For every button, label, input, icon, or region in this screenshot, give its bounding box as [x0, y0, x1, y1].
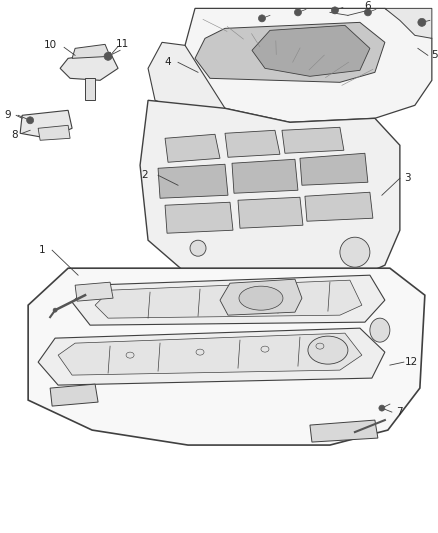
Polygon shape — [60, 52, 118, 80]
Ellipse shape — [364, 9, 371, 16]
Polygon shape — [272, 275, 408, 378]
Polygon shape — [28, 268, 425, 445]
Polygon shape — [225, 130, 280, 157]
Polygon shape — [72, 275, 385, 325]
Ellipse shape — [53, 308, 57, 312]
Ellipse shape — [294, 9, 301, 16]
Text: 11: 11 — [116, 39, 129, 50]
Polygon shape — [38, 125, 70, 140]
Ellipse shape — [308, 336, 348, 364]
Polygon shape — [300, 154, 368, 185]
Polygon shape — [140, 100, 400, 288]
Ellipse shape — [190, 240, 206, 256]
Polygon shape — [220, 279, 302, 315]
Polygon shape — [148, 42, 225, 115]
Polygon shape — [185, 9, 432, 122]
Polygon shape — [20, 110, 72, 138]
Polygon shape — [50, 384, 98, 406]
Ellipse shape — [332, 7, 339, 14]
Text: 3: 3 — [405, 173, 411, 183]
Ellipse shape — [379, 405, 385, 411]
Polygon shape — [75, 282, 113, 301]
Polygon shape — [165, 134, 220, 162]
Polygon shape — [195, 22, 385, 82]
Ellipse shape — [258, 15, 265, 22]
Text: 2: 2 — [142, 170, 148, 180]
Text: 10: 10 — [43, 41, 57, 50]
Polygon shape — [232, 159, 298, 193]
Text: 8: 8 — [11, 130, 18, 140]
Text: 9: 9 — [5, 110, 11, 120]
Polygon shape — [95, 280, 362, 318]
Polygon shape — [58, 333, 362, 375]
Text: 12: 12 — [405, 357, 418, 367]
Text: 6: 6 — [364, 2, 371, 11]
Ellipse shape — [239, 286, 283, 310]
Polygon shape — [282, 127, 344, 154]
Ellipse shape — [27, 117, 34, 124]
Text: 5: 5 — [431, 50, 438, 60]
Polygon shape — [165, 202, 233, 233]
Polygon shape — [295, 290, 370, 330]
Polygon shape — [38, 328, 385, 385]
Polygon shape — [252, 26, 370, 76]
Ellipse shape — [104, 52, 112, 60]
Polygon shape — [72, 44, 110, 58]
Text: 7: 7 — [396, 407, 403, 417]
Text: 1: 1 — [39, 245, 46, 255]
Text: 4: 4 — [165, 58, 171, 67]
Ellipse shape — [340, 237, 370, 267]
Ellipse shape — [418, 18, 426, 26]
Polygon shape — [85, 78, 95, 100]
Polygon shape — [158, 164, 228, 198]
Polygon shape — [385, 9, 432, 38]
Ellipse shape — [370, 318, 390, 342]
Polygon shape — [310, 420, 378, 442]
Polygon shape — [238, 197, 303, 228]
Polygon shape — [305, 192, 373, 221]
